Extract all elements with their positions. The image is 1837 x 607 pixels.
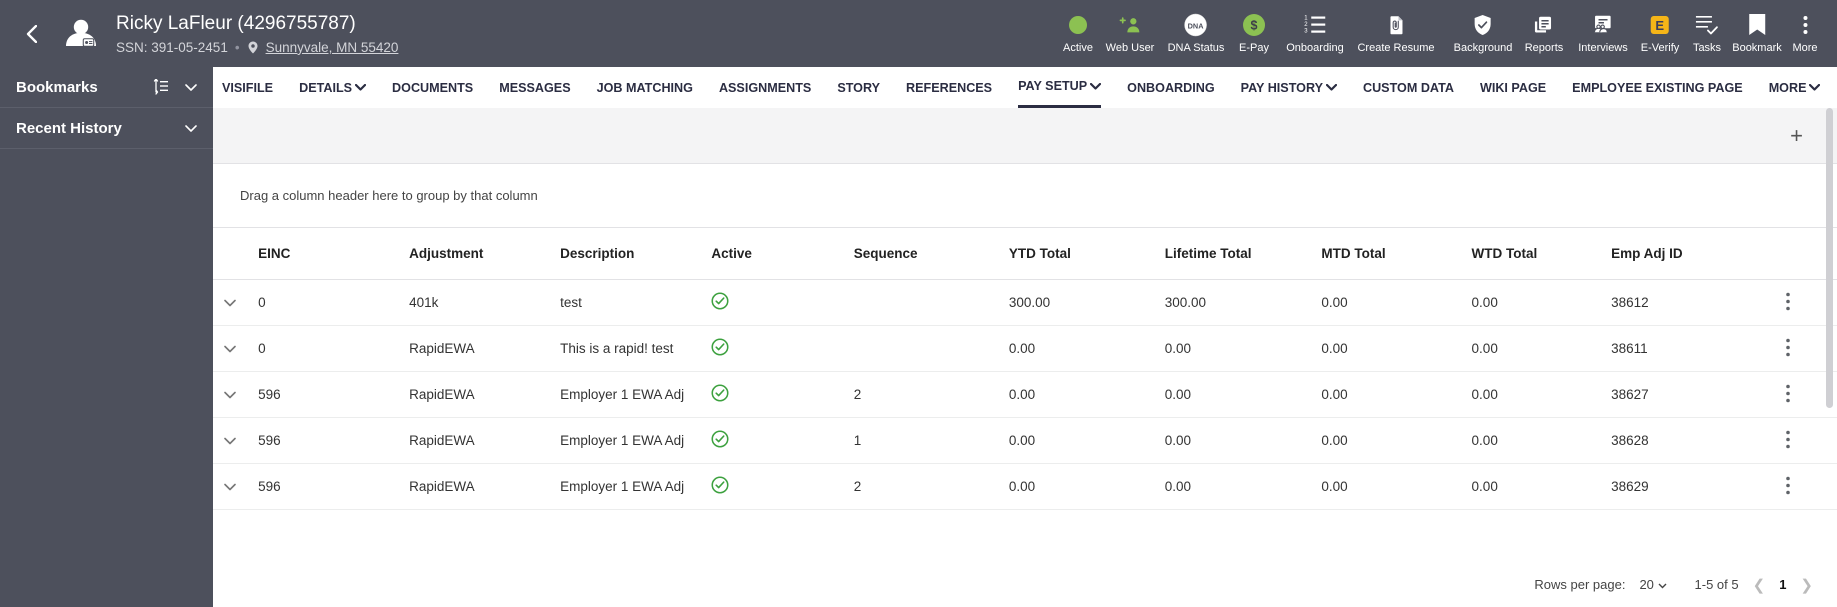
svg-text:E: E bbox=[1656, 18, 1665, 33]
svg-text:DNA: DNA bbox=[1188, 22, 1205, 31]
svg-text:$: $ bbox=[1251, 18, 1258, 32]
svg-text:3: 3 bbox=[1304, 29, 1308, 35]
svg-text:2: 2 bbox=[1304, 22, 1308, 28]
svg-text:1: 1 bbox=[1304, 16, 1308, 22]
